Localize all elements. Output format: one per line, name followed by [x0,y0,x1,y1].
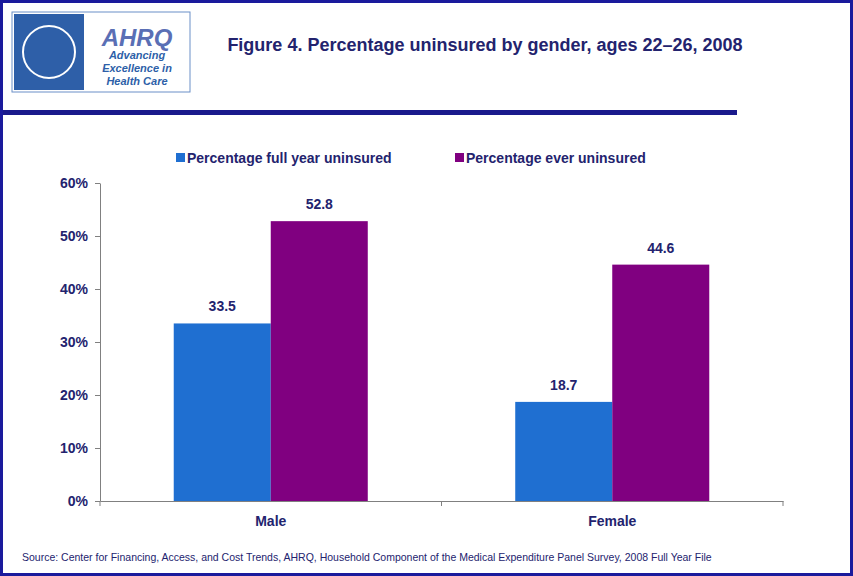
y-axis: 0% 10% 20% 30% 40% 50% 60% [60,175,101,509]
background [0,0,853,576]
header-rule [0,110,737,115]
logo: AHRQAdvancingExcellence inHealth Care [12,12,190,92]
data-label: 52.8 [306,196,333,212]
logo-box [12,12,190,92]
y-tick-label: 10% [60,440,89,456]
y-tick: 30% [60,334,100,350]
x-tick-label: Female [588,513,636,529]
y-tick-mark [95,448,100,449]
y-tick-mark [95,183,100,184]
x-separator [100,501,101,506]
x-axis: Male Female [100,501,784,529]
y-axis-line [100,184,101,502]
legend-swatch [176,153,185,162]
x-separator [783,501,784,506]
x-tick: Female [588,501,636,529]
data-label: 18.7 [550,377,577,393]
y-tick-label: 0% [68,493,89,509]
legend-swatch [455,153,464,162]
x-tick: Male [255,501,286,529]
bars [174,221,710,501]
y-tick: 60% [60,175,100,191]
logo-emblem-mark [23,26,75,78]
y-tick-mark [95,395,100,396]
y-tick-label: 20% [60,387,89,403]
legend-label: Percentage ever uninsured [466,150,646,166]
y-tick: 40% [60,281,100,297]
y-tick: 20% [60,387,100,403]
legend: Percentage full year uninsured Percentage… [176,150,646,166]
bar [612,265,709,501]
y-tick: 50% [60,228,100,244]
x-separator [441,501,442,506]
data-label: 44.6 [647,240,674,256]
legend-label: Percentage full year uninsured [187,150,392,166]
chart-container: AHRQAdvancingExcellence inHealth Care Fig… [0,0,853,576]
logo-name: AHRQ [101,24,173,51]
logo-tagline: Health Care [106,75,167,87]
y-tick-mark [95,342,100,343]
y-tick-mark [95,289,100,290]
logo-emblem [14,14,84,90]
logo-tagline: Excellence in [102,62,172,74]
y-tick-mark [95,236,100,237]
y-tick-label: 50% [60,228,89,244]
logo-tagline: Advancing [108,49,166,61]
chart-svg: AHRQAdvancingExcellence inHealth Care Fig… [0,0,853,576]
y-tick-label: 40% [60,281,89,297]
bar [174,323,271,501]
data-label: 33.5 [209,298,236,314]
y-tick-label: 60% [60,175,89,191]
bar [515,402,612,501]
bar [271,221,368,501]
data-labels: 33.5 18.7 52.8 44.6 [209,196,675,393]
y-tick: 0% [68,493,100,509]
source-note: Source: Center for Financing, Access, an… [22,551,712,563]
y-tick-label: 30% [60,334,89,350]
x-tick-label: Male [255,513,286,529]
y-tick-mark [95,501,100,502]
title: Figure 4. Percentage uninsured by gender… [227,35,742,55]
frame [2,2,852,575]
y-tick: 10% [60,440,100,456]
